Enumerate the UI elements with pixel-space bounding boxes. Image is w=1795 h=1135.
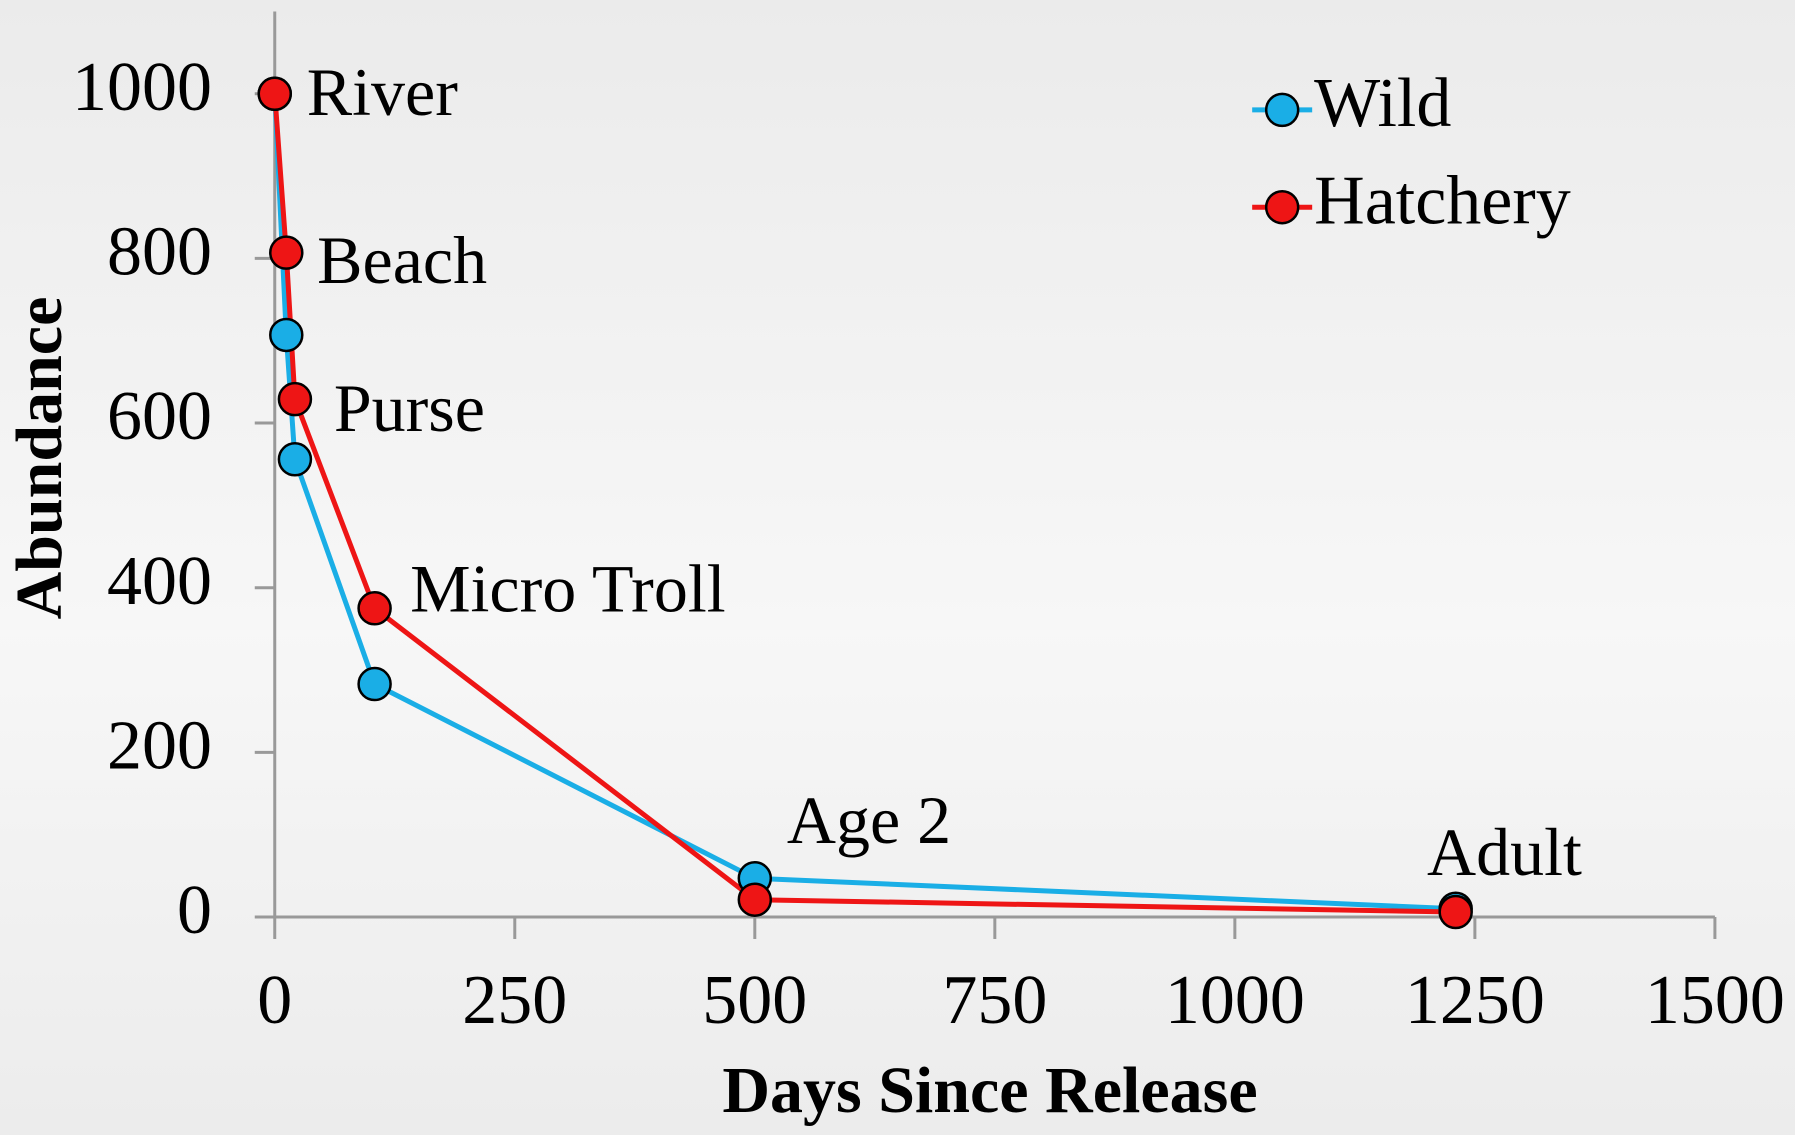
point-annotation: Purse	[334, 370, 485, 446]
x-tick-label: 1500	[1645, 962, 1785, 1039]
point-annotation: River	[307, 54, 458, 130]
data-point	[277, 442, 313, 477]
y-tick-label: 1000	[72, 49, 212, 126]
point-annotation: Beach	[317, 222, 487, 298]
data-point	[737, 882, 773, 917]
point-annotation: Adult	[1427, 814, 1582, 890]
y-tick-label: 0	[177, 872, 212, 949]
y-tick-label: 400	[107, 543, 212, 620]
x-tick-label: 1250	[1405, 962, 1545, 1039]
x-tick-label: 0	[257, 962, 292, 1039]
x-tick-label: 250	[462, 962, 567, 1039]
data-point	[357, 666, 392, 702]
point-annotation: Micro Troll	[410, 550, 726, 626]
x-axis-title: Days Since Release	[722, 1054, 1257, 1127]
y-axis-title: Abundance	[3, 297, 76, 620]
legend-label: Hatchery	[1314, 162, 1571, 239]
x-tick-label: 1000	[1165, 962, 1305, 1039]
legend-label: Wild	[1314, 65, 1451, 142]
y-tick-label: 800	[107, 213, 212, 290]
y-tick-label: 200	[107, 707, 212, 784]
x-tick-label: 500	[702, 962, 807, 1039]
data-point	[257, 76, 293, 112]
data-point	[277, 381, 313, 417]
data-point	[357, 591, 392, 626]
legend-marker	[1264, 189, 1300, 225]
series-line	[272, 93, 1456, 915]
y-tick-label: 600	[107, 378, 212, 455]
x-tick-label: 750	[942, 962, 1047, 1039]
point-annotation: Age 2	[787, 782, 951, 858]
data-point	[269, 235, 304, 270]
series-line	[272, 93, 1456, 912]
data-point	[1438, 894, 1473, 930]
legend-marker	[1264, 92, 1300, 128]
data-point	[269, 317, 304, 353]
